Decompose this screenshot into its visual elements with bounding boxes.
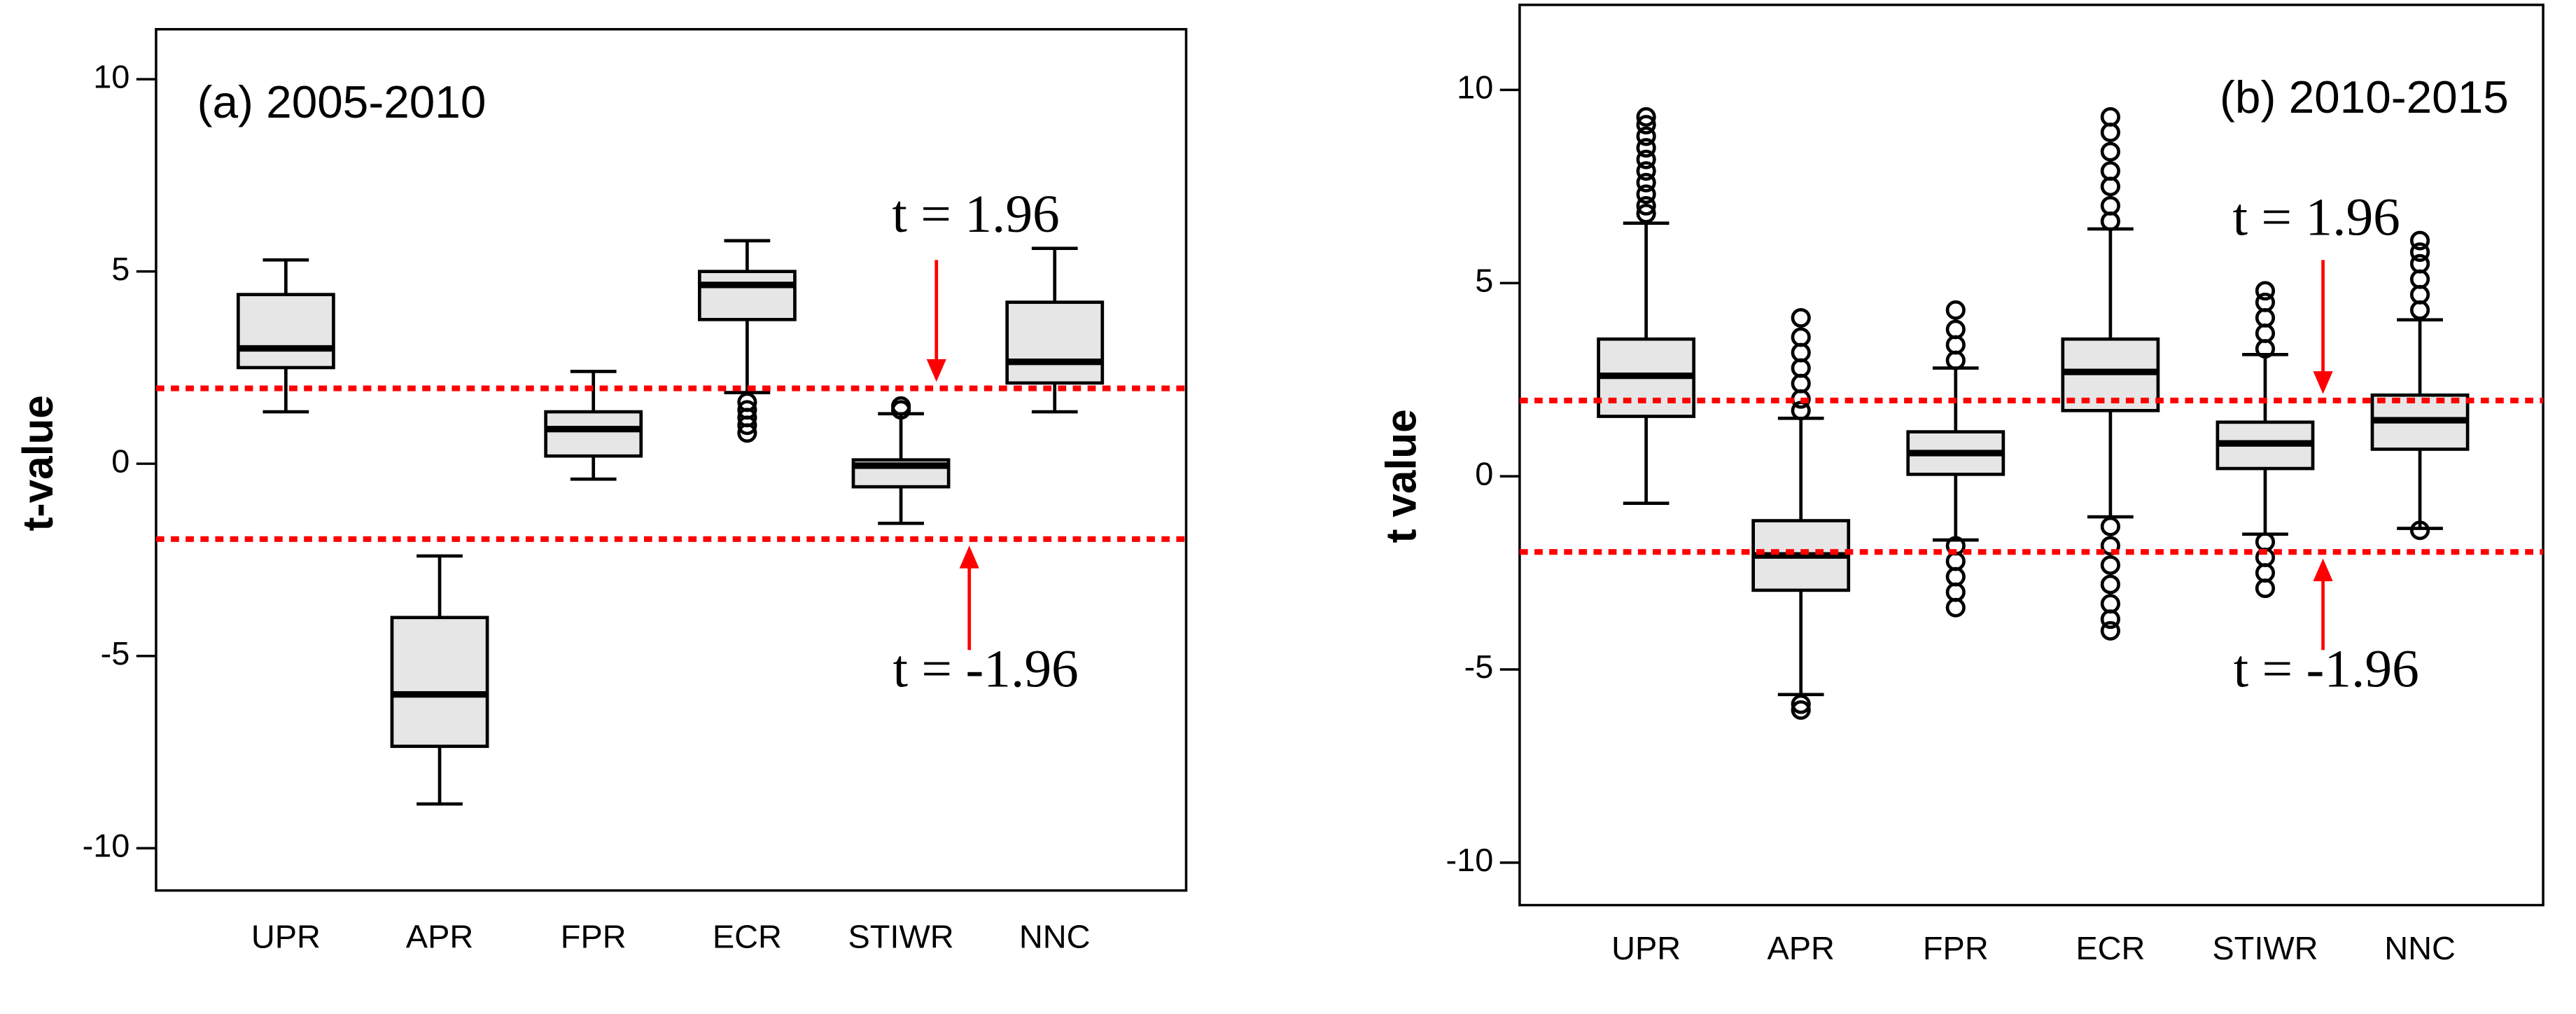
outlier	[2100, 555, 2120, 575]
y-tick-label: 10	[93, 59, 130, 95]
outlier	[2409, 254, 2430, 274]
x-tick-label: APR	[1767, 930, 1834, 966]
box	[697, 270, 797, 321]
box	[236, 293, 335, 370]
outlier	[1636, 184, 1656, 204]
x-tick-label: FPR	[1923, 930, 1989, 966]
outlier	[1636, 126, 1656, 146]
outlier	[1791, 327, 1811, 347]
x-tick-label: STIWR	[2212, 930, 2318, 966]
outlier	[1791, 307, 1811, 328]
plot-frame	[155, 28, 1188, 892]
outlier	[2100, 574, 2120, 595]
outlier	[1636, 172, 1656, 193]
outlier	[1945, 300, 1966, 320]
chart-title: (b) 2010-2015	[2220, 71, 2509, 123]
x-tick-label: APR	[406, 919, 473, 955]
outlier	[2100, 536, 2120, 556]
reference-label: t = -1.96	[893, 639, 1079, 699]
x-tick-label: ECR	[713, 919, 782, 955]
reference-label: t = -1.96	[2234, 639, 2419, 699]
x-tick-label: STIWR	[848, 919, 953, 955]
outlier	[1945, 597, 1966, 618]
arrow-head	[959, 546, 979, 569]
outlier	[1636, 161, 1656, 181]
arrow-head	[926, 359, 946, 382]
arrow-head	[2313, 371, 2333, 394]
outlier	[2100, 516, 2120, 536]
outlier	[2100, 195, 2120, 216]
y-tick-label: -10	[1446, 842, 1494, 878]
outlier	[1636, 138, 1656, 158]
outlier	[2100, 161, 2120, 181]
y-tick-label: -5	[1464, 648, 1494, 685]
outlier	[1791, 694, 1811, 714]
outlier	[737, 423, 757, 443]
y-axis-label: t value	[1377, 409, 1424, 543]
x-tick-label: UPR	[1611, 930, 1681, 966]
outlier	[2100, 141, 2120, 162]
outlier	[2255, 578, 2276, 599]
outlier	[2409, 242, 2430, 263]
outlier	[2100, 620, 2120, 641]
chart-title: (a) 2005-2010	[197, 76, 486, 127]
outlier	[1636, 107, 1656, 127]
outlier	[2100, 107, 2120, 127]
y-tick-label: 10	[1457, 69, 1493, 106]
y-tick-label: -10	[83, 828, 130, 864]
y-axis-label: t-value	[13, 395, 61, 531]
arrow-head	[2313, 558, 2333, 582]
y-tick-label: 0	[1475, 456, 1493, 492]
outlier	[890, 396, 911, 416]
outlier	[2409, 520, 2430, 541]
outlier	[2255, 281, 2276, 301]
x-tick-label: UPR	[251, 919, 321, 955]
outlier	[1636, 203, 1656, 223]
outlier	[2409, 230, 2430, 251]
outlier	[1636, 195, 1656, 216]
reference-label: t = 1.96	[2232, 187, 2400, 247]
box	[1005, 300, 1105, 385]
x-tick-label: ECR	[2076, 930, 2145, 966]
outlier	[737, 415, 757, 436]
x-tick-label: NNC	[2384, 930, 2456, 966]
y-tick-label: 0	[111, 443, 130, 480]
outlier	[1636, 149, 1656, 169]
y-tick-label: 5	[1475, 263, 1493, 299]
reference-label: t = 1.96	[892, 183, 1059, 244]
outlier	[2100, 609, 2120, 630]
y-tick-label: -5	[101, 635, 130, 672]
box	[544, 410, 643, 458]
plot-frame	[1518, 4, 2544, 907]
outlier	[2255, 292, 2276, 312]
outlier	[1791, 700, 1811, 720]
outlier	[1945, 319, 1966, 340]
y-tick-label: 5	[111, 251, 130, 287]
x-tick-label: FPR	[561, 919, 626, 955]
outlier	[1636, 115, 1656, 134]
x-tick-label: NNC	[1019, 919, 1091, 955]
box	[390, 616, 489, 749]
